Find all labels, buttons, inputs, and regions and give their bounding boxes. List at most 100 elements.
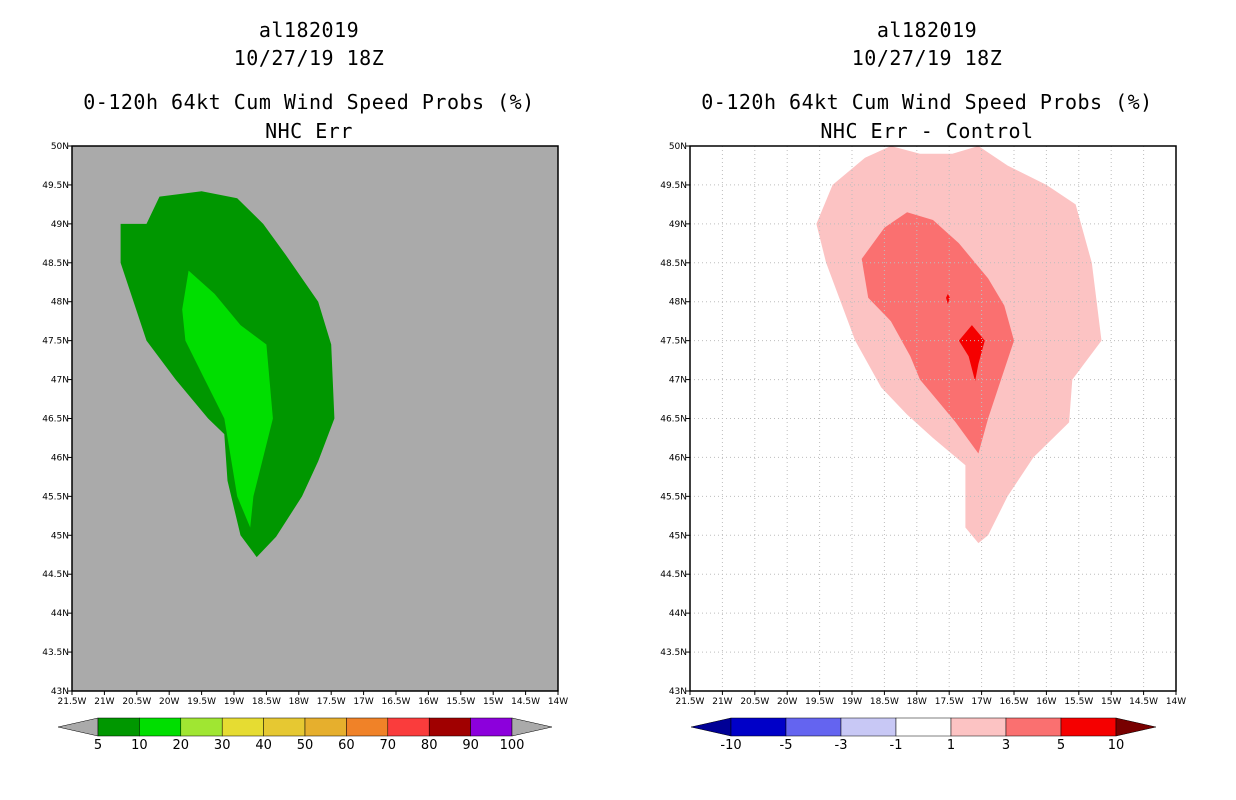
contour-10-20-1	[182, 270, 273, 528]
x-tick-label: 17.5W	[935, 697, 964, 707]
y-tick-label: 47N	[669, 376, 687, 386]
colorbar-segment	[221, 717, 264, 737]
y-tick-label: 46.5N	[660, 415, 687, 425]
colorbar-label: 10	[131, 738, 148, 753]
colorbar-label: 5	[94, 738, 102, 753]
y-tick-label: 45.5N	[42, 492, 69, 502]
y-tick-label: 44.5N	[660, 570, 687, 580]
y-tick-label: 48.5N	[660, 259, 687, 269]
right-chart: 21.5W 21W 20.5W 20W 19.5W 19W 18.5W 18W 17.5W 17W…	[660, 142, 1186, 753]
colorbar-under-arrow	[690, 717, 732, 737]
y-tick-label: 49N	[51, 220, 69, 230]
x-tick-label: 20.5W	[122, 697, 151, 707]
y-tick-label: 43.5N	[660, 648, 687, 658]
x-tick-label: 17W	[971, 697, 991, 707]
colorbar-label: 80	[421, 738, 438, 753]
y-tick-label: 48N	[669, 298, 687, 308]
y-tick-label: 43N	[669, 687, 687, 697]
date-title: 10/27/19 18Z	[851, 46, 1003, 70]
x-tick-label: 19W	[224, 697, 244, 707]
colorbar-segment	[895, 717, 952, 737]
x-tick-label: 14.5W	[511, 697, 540, 707]
y-tick-label: 49N	[669, 220, 687, 230]
colorbar-segment	[785, 717, 842, 737]
x-tick-label: 18.5W	[252, 697, 281, 707]
x-tick-label: 16.5W	[1000, 697, 1029, 707]
colorbar-label: -1	[890, 738, 903, 753]
y-tick-label: 47.5N	[42, 337, 69, 347]
x-tick-label: 17.5W	[317, 697, 346, 707]
colorbar-segment	[263, 717, 306, 737]
y-tick-label: 48N	[51, 298, 69, 308]
colorbar-under-arrow	[57, 717, 99, 737]
colorbar-label: -3	[835, 738, 848, 753]
x-tick-label: 19W	[842, 697, 862, 707]
x-tick-label: 15.5W	[446, 697, 475, 707]
left-chart: 21.5W 21W 20.5W 20W 19.5W 19W 18.5W 18W 17.5W 17W…	[42, 142, 568, 753]
x-tick-label: 21W	[712, 697, 732, 707]
left-panel: al182019 10/27/19 18Z 0-120h 64kt Cum Wi…	[42, 18, 568, 753]
colorbar-segment	[304, 717, 347, 737]
y-tick-label: 46.5N	[42, 415, 69, 425]
y-tick-label: 43.5N	[42, 648, 69, 658]
x-tick-label: 15.5W	[1064, 697, 1093, 707]
colorbar-over-arrow	[511, 717, 553, 737]
contour-5-10-2	[958, 325, 985, 382]
colorbar-label: 5	[1057, 738, 1065, 753]
colorbar-label: 50	[297, 738, 314, 753]
storm-id-title: al182019	[258, 18, 360, 42]
colorbar-label: 10	[1108, 738, 1125, 753]
colorbar-over-arrow	[1115, 717, 1157, 737]
colorbar-segment	[1060, 717, 1117, 737]
y-tick-label: 44N	[669, 609, 687, 619]
experiment-title: NHC Err - Control	[820, 119, 1034, 143]
y-tick-label: 44.5N	[42, 570, 69, 580]
x-tick-label: 20.5W	[740, 697, 769, 707]
x-tick-label: 18.5W	[870, 697, 899, 707]
x-tick-label: 20W	[777, 697, 797, 707]
colorbar-segment	[1005, 717, 1062, 737]
y-tick-label: 47.5N	[660, 337, 687, 347]
colorbar-segment	[840, 717, 897, 737]
colorbar-label: 20	[173, 738, 190, 753]
y-tick-label: 46N	[51, 453, 69, 463]
y-tick-label: 48.5N	[42, 259, 69, 269]
colorbar-label: -10	[720, 738, 741, 753]
colorbar-label: 60	[338, 738, 355, 753]
y-tick-label: 50N	[51, 142, 69, 152]
product-title: 0-120h 64kt Cum Wind Speed Probs (%)	[701, 90, 1153, 114]
y-tick-label: 50N	[669, 142, 687, 152]
x-tick-label: 18W	[907, 697, 927, 707]
x-tick-label: 15W	[483, 697, 503, 707]
x-tick-label: 15W	[1101, 697, 1121, 707]
contour-5-10-3	[946, 293, 950, 305]
right-panel: al182019 10/27/19 18Z 0-120h 64kt Cum Wi…	[618, 0, 1236, 800]
colorbar-segment	[428, 717, 471, 737]
y-tick-label: 45N	[51, 531, 69, 541]
colorbar-segment	[950, 717, 1007, 737]
x-tick-label: 14.5W	[1129, 697, 1158, 707]
colorbar-segment	[180, 717, 223, 737]
x-tick-label: 17W	[353, 697, 373, 707]
y-tick-label: 44N	[51, 609, 69, 619]
x-tick-label: 16W	[418, 697, 438, 707]
colorbar-label: 90	[462, 738, 479, 753]
storm-id-title: al182019	[876, 18, 978, 42]
x-tick-label: 21W	[94, 697, 114, 707]
colorbar-segment	[346, 717, 389, 737]
y-tick-label: 43N	[51, 687, 69, 697]
colorbar-label: 40	[255, 738, 272, 753]
x-tick-label: 16W	[1036, 697, 1056, 707]
x-tick-label: 14W	[1166, 697, 1186, 707]
x-tick-label: 16.5W	[382, 697, 411, 707]
date-title: 10/27/19 18Z	[233, 46, 385, 70]
colorbar-label: 100	[500, 738, 525, 753]
colorbar-segment	[730, 717, 787, 737]
colorbar-segment	[470, 717, 513, 737]
y-tick-label: 46N	[669, 453, 687, 463]
colorbar-segment	[139, 717, 182, 737]
x-tick-label: 19.5W	[187, 697, 216, 707]
x-tick-label: 19.5W	[805, 697, 834, 707]
colorbar-label: 1	[947, 738, 955, 753]
contour-3-5-1	[861, 212, 1014, 454]
